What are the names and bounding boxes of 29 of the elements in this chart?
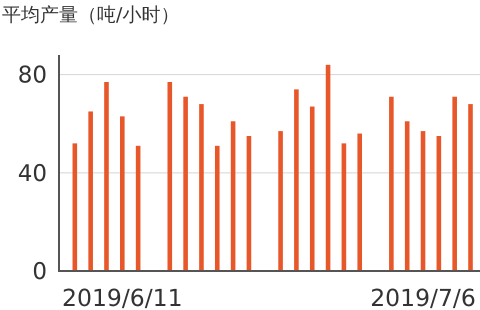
bar (420, 131, 426, 271)
bar (357, 134, 362, 271)
bar (167, 82, 172, 271)
bar (436, 136, 442, 271)
bar (104, 82, 109, 271)
y-tick-label: 40 (18, 160, 47, 187)
bar (120, 116, 125, 271)
bar (136, 146, 140, 271)
bar (246, 136, 252, 271)
y-tick-label: 80 (18, 62, 47, 89)
chart-title: 平均产量（吨/小时） (2, 4, 180, 26)
bar (468, 104, 473, 271)
bar (326, 64, 330, 271)
bar (214, 146, 220, 271)
x-tick-label: 2019/6/11 (62, 284, 183, 310)
bar (278, 131, 283, 271)
y-tick-label: 0 (32, 259, 47, 285)
bar (88, 111, 93, 271)
bar (342, 143, 346, 271)
bar (389, 96, 394, 271)
x-tick-label: 2019/7/6 (370, 284, 476, 310)
bar (199, 104, 204, 271)
bar (404, 121, 410, 271)
bar (183, 96, 188, 271)
bar (310, 106, 315, 271)
bar (294, 89, 299, 271)
bar (230, 121, 236, 271)
bar (452, 96, 457, 271)
bar (72, 143, 78, 271)
